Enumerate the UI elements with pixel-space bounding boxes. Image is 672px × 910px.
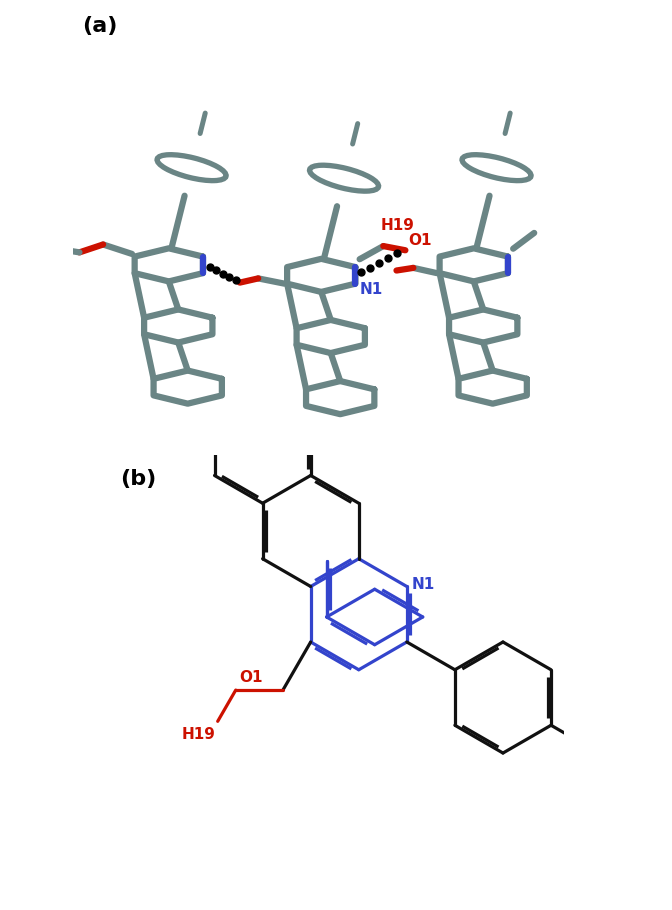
Text: H19: H19 — [380, 217, 415, 233]
Text: (a): (a) — [83, 15, 118, 35]
Text: O1: O1 — [409, 233, 432, 248]
Text: N1: N1 — [360, 282, 383, 297]
Text: (b): (b) — [120, 469, 156, 489]
Text: H19: H19 — [181, 727, 216, 742]
Text: O1: O1 — [239, 670, 263, 684]
Text: N1: N1 — [411, 577, 435, 592]
